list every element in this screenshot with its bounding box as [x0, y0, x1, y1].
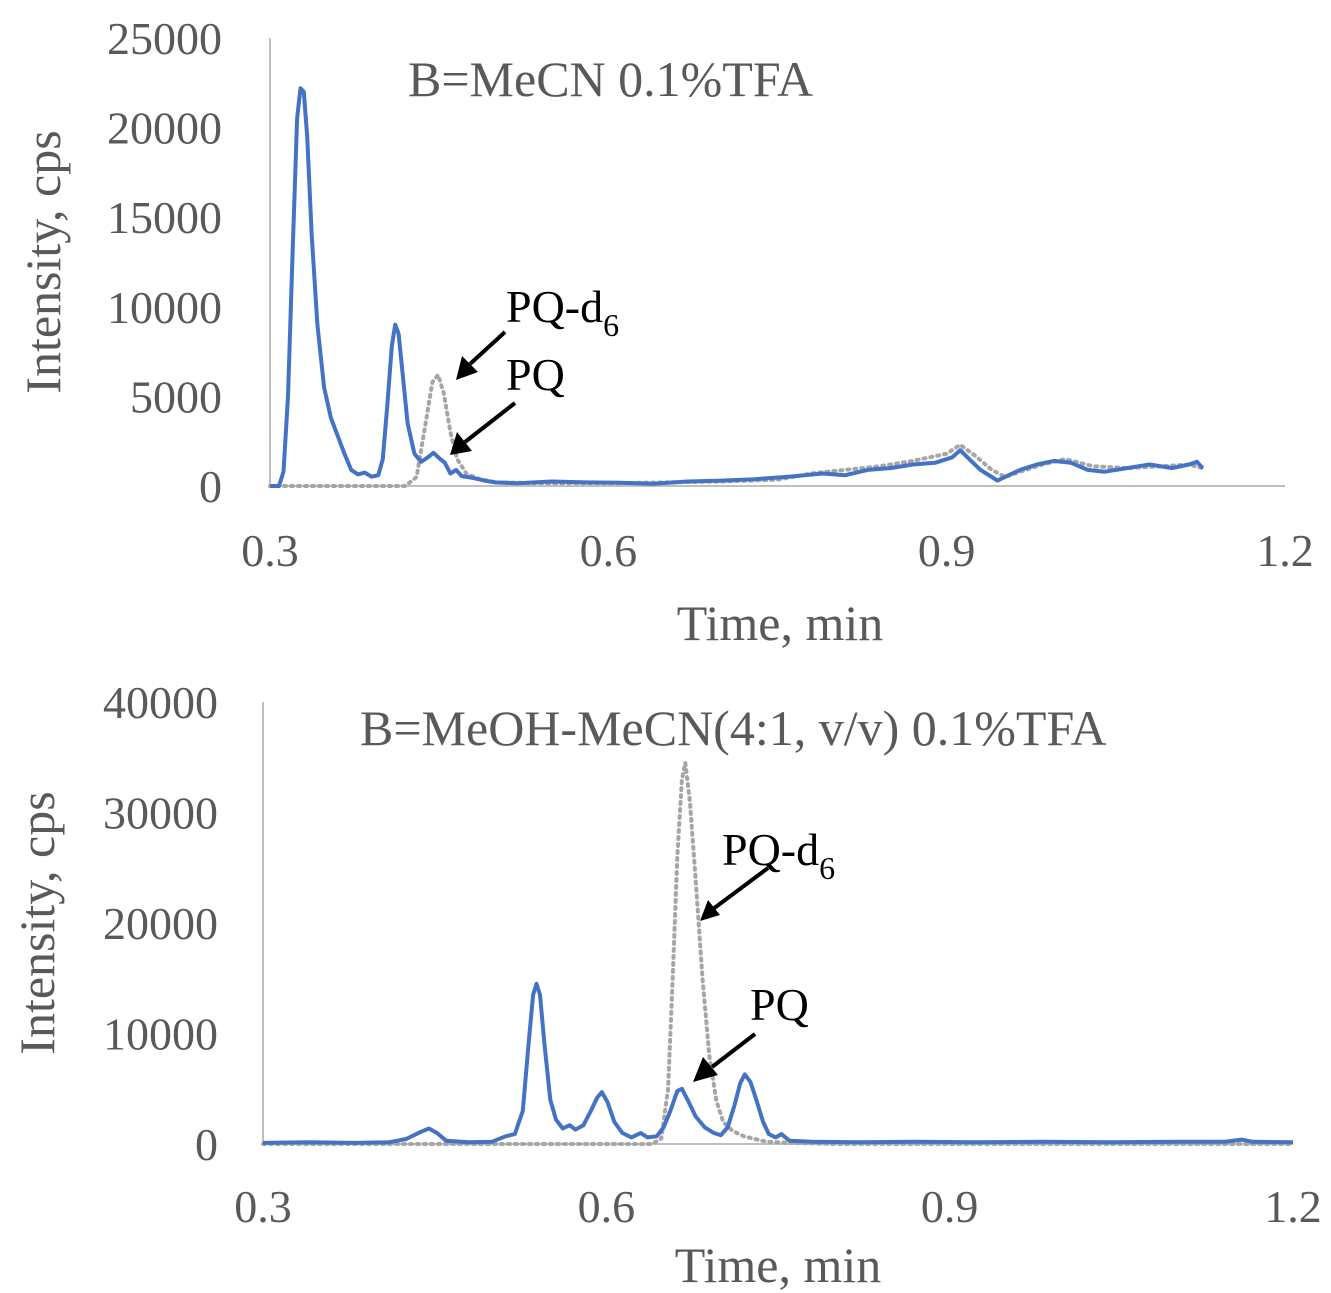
- top-x-ticks: 0.3 0.6 0.9 1.2: [241, 525, 1314, 576]
- bottom-condition-label: B=MeOH-MeCN(4:1, v/v) 0.1%TFA: [360, 700, 1107, 756]
- bot-y-tick-label: 10000: [103, 1009, 218, 1060]
- top-condition-label: B=MeCN 0.1%TFA: [408, 51, 813, 107]
- bottom-annot-pqd6-arrowhead: [700, 900, 720, 921]
- bot-y-tick-label: 40000: [103, 677, 218, 728]
- top-annot-pqd6-arrow: [468, 330, 507, 366]
- bottom-x-axis-title: Time, min: [675, 1237, 882, 1293]
- top-annot-pqd6-arrowhead: [456, 356, 478, 380]
- bot-y-tick-label: 30000: [103, 788, 218, 839]
- bot-y-tick-label: 20000: [103, 898, 218, 949]
- bottom-series-dotted-line: [261, 762, 1295, 1146]
- top-y-tick-label: 25000: [107, 13, 222, 64]
- bottom-annot-pqd6-arrow: [711, 866, 770, 911]
- bottom-x-ticks: 0.3 0.6 0.9 1.2: [234, 1181, 1322, 1232]
- top-y-axis-title: Intensity, cps: [15, 130, 71, 393]
- top-annot-pqd6-label: PQ-d6: [506, 281, 619, 343]
- bottom-y-axis-title: Intensity, cps: [9, 791, 65, 1054]
- top-annot-pq-arrow: [463, 401, 517, 444]
- top-x-tick-label: 0.3: [241, 525, 299, 576]
- top-y-tick-label: 20000: [107, 103, 222, 154]
- bottom-annot-pq-label: PQ: [750, 979, 809, 1030]
- top-annot-pq-arrowhead: [450, 432, 472, 455]
- bottom-annot-pq-arrowhead: [693, 1057, 718, 1082]
- top-annot-pq-label: PQ: [506, 349, 565, 400]
- top-x-tick-label: 0.9: [918, 525, 976, 576]
- bot-x-tick-label: 0.6: [578, 1181, 636, 1232]
- bot-x-tick-label: 0.9: [921, 1181, 979, 1232]
- bottom-annot-pqd6-label: PQ-d6: [722, 824, 835, 886]
- bot-y-tick-label: 0: [195, 1119, 218, 1170]
- top-y-tick-label: 10000: [107, 282, 222, 333]
- bot-x-tick-label: 0.3: [234, 1181, 292, 1232]
- top-chart: 0 5000 10000 15000 20000 25000 0.3 0.6 0.9 1.2 B…: [15, 13, 1314, 651]
- top-x-tick-label: 0.6: [580, 525, 638, 576]
- top-y-ticks: 0 5000 10000 15000 20000 25000: [107, 13, 222, 512]
- bottom-series-solid-line: [262, 981, 1294, 1145]
- top-y-tick-label: 0: [199, 461, 222, 512]
- bottom-chart: 0 10000 20000 30000 40000 0.3 0.6 0.9 1.2 B=MeO…: [9, 677, 1322, 1293]
- bottom-annot-pq-arrow: [710, 1032, 757, 1069]
- top-x-tick-label: 1.2: [1256, 525, 1314, 576]
- bottom-y-ticks: 0 10000 20000 30000 40000: [103, 677, 218, 1170]
- top-y-tick-label: 5000: [130, 371, 222, 422]
- top-y-tick-label: 15000: [107, 192, 222, 243]
- bot-x-tick-label: 1.2: [1264, 1181, 1322, 1232]
- top-x-axis-title: Time, min: [677, 595, 884, 651]
- top-series-solid-line: [270, 86, 1205, 488]
